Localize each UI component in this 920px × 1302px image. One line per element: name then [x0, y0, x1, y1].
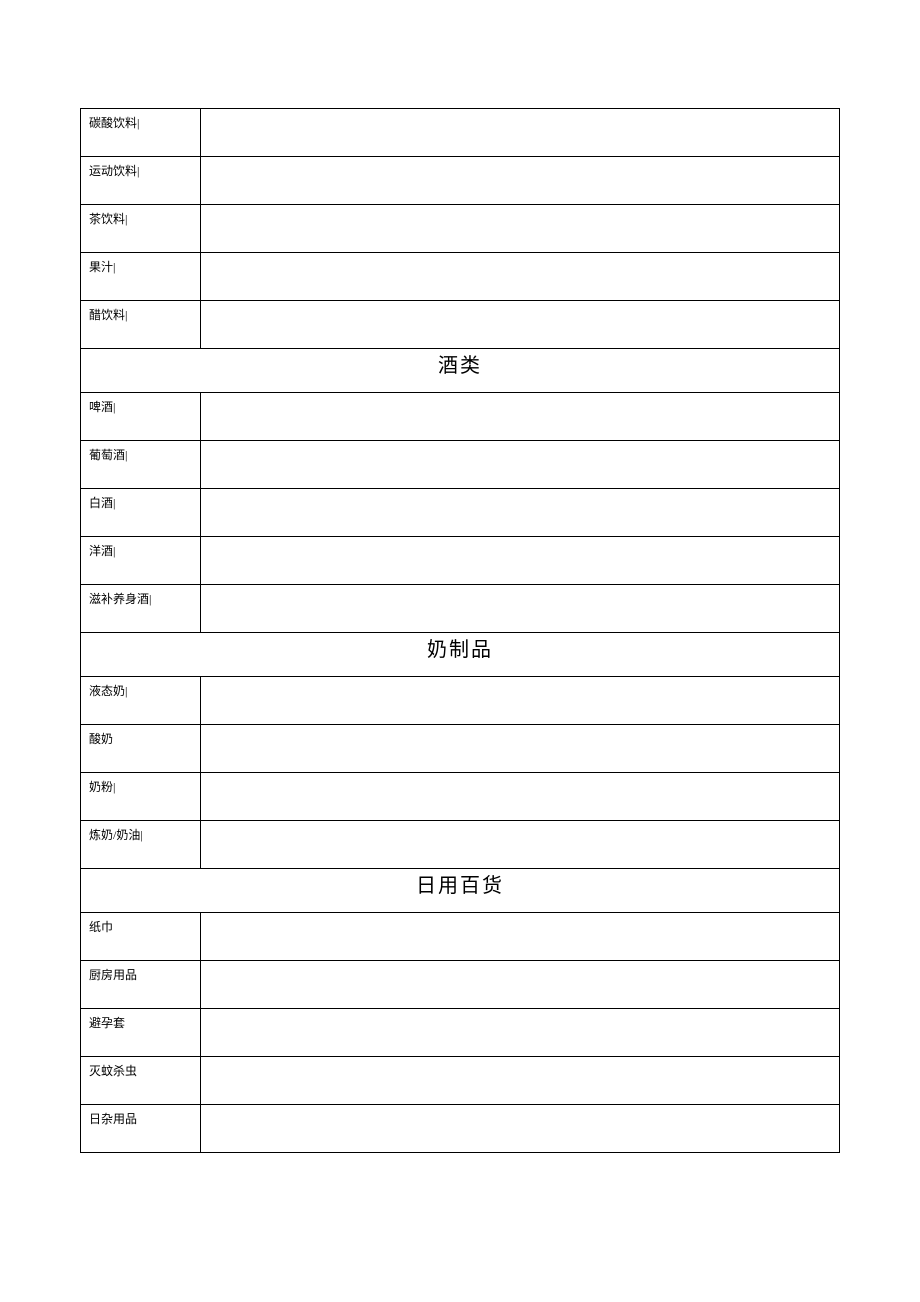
category-table: 碳酸饮料| 运动饮料| 茶饮料| 果汁| 醋饮料| 酒类 [80, 108, 840, 1153]
section-header-daily-goods: 日用百货 [81, 869, 840, 913]
category-value [201, 1105, 840, 1153]
category-label: 灭蚊杀虫 [81, 1057, 201, 1105]
category-label: 奶粉| [81, 773, 201, 821]
category-value [201, 1009, 840, 1057]
category-value [201, 537, 840, 585]
table-row: 啤酒| [81, 393, 840, 441]
category-value [201, 585, 840, 633]
category-label: 啤酒| [81, 393, 201, 441]
table-row: 茶饮料| [81, 205, 840, 253]
table-row: 果汁| [81, 253, 840, 301]
category-value [201, 961, 840, 1009]
category-value [201, 157, 840, 205]
category-label: 碳酸饮料| [81, 109, 201, 157]
table-row: 奶粉| [81, 773, 840, 821]
section-header-row: 奶制品 [81, 633, 840, 677]
table-row: 避孕套 [81, 1009, 840, 1057]
section-header-row: 日用百货 [81, 869, 840, 913]
table-row: 醋饮料| [81, 301, 840, 349]
table-row: 酸奶 [81, 725, 840, 773]
category-label: 运动饮料| [81, 157, 201, 205]
table-row: 液态奶| [81, 677, 840, 725]
table-row: 葡萄酒| [81, 441, 840, 489]
category-value [201, 441, 840, 489]
category-label: 避孕套 [81, 1009, 201, 1057]
category-label: 炼奶/奶油| [81, 821, 201, 869]
document-page: 碳酸饮料| 运动饮料| 茶饮料| 果汁| 醋饮料| 酒类 [0, 0, 920, 1302]
category-label: 纸巾 [81, 913, 201, 961]
category-value [201, 253, 840, 301]
table-row: 灭蚊杀虫 [81, 1057, 840, 1105]
section-header-dairy: 奶制品 [81, 633, 840, 677]
table-row: 炼奶/奶油| [81, 821, 840, 869]
category-value [201, 205, 840, 253]
category-label: 果汁| [81, 253, 201, 301]
category-label: 液态奶| [81, 677, 201, 725]
category-value [201, 725, 840, 773]
table-row: 碳酸饮料| [81, 109, 840, 157]
category-label: 酸奶 [81, 725, 201, 773]
table-row: 滋补养身酒| [81, 585, 840, 633]
table-row: 纸巾 [81, 913, 840, 961]
section-header-row: 酒类 [81, 349, 840, 393]
category-value [201, 1057, 840, 1105]
table-row: 白酒| [81, 489, 840, 537]
table-row: 日杂用品 [81, 1105, 840, 1153]
category-value [201, 301, 840, 349]
category-value [201, 773, 840, 821]
category-value [201, 677, 840, 725]
category-label: 葡萄酒| [81, 441, 201, 489]
table-row: 运动饮料| [81, 157, 840, 205]
category-label: 洋酒| [81, 537, 201, 585]
category-label: 厨房用品 [81, 961, 201, 1009]
category-value [201, 821, 840, 869]
category-value [201, 913, 840, 961]
section-header-alcohol: 酒类 [81, 349, 840, 393]
category-label: 茶饮料| [81, 205, 201, 253]
category-value [201, 489, 840, 537]
category-value [201, 109, 840, 157]
table-row: 厨房用品 [81, 961, 840, 1009]
category-label: 白酒| [81, 489, 201, 537]
table-row: 洋酒| [81, 537, 840, 585]
category-value [201, 393, 840, 441]
category-label: 日杂用品 [81, 1105, 201, 1153]
category-label: 滋补养身酒| [81, 585, 201, 633]
category-label: 醋饮料| [81, 301, 201, 349]
